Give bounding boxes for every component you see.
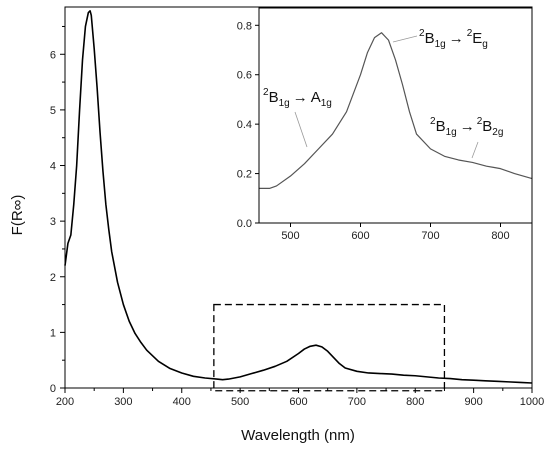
main-x-tick-label: 400 [173,396,191,408]
main-series-line [64,10,533,384]
main-x-tick-label: 900 [464,396,482,408]
annotation-eg-arrow [392,35,418,43]
inset-series-line [259,32,533,189]
main-y-tick-label: 1 [50,327,56,339]
main-series [64,10,533,384]
annotation-a1g-arrow [294,111,308,148]
inset-y-tick-label: 0.6 [237,70,252,82]
main-y-tick-label: 6 [50,49,56,61]
main-x-tick-label: 200 [56,396,74,408]
inset-y-tick-label: 0.0 [237,218,252,230]
inset-y-tick-label: 0.2 [237,169,252,181]
annotation-eg: 2B1g → 2Eg [392,28,488,50]
main-x-tick-label: 800 [406,396,424,408]
inset-plot-frame [258,7,533,224]
y-axis-label: F(R∞) [9,195,26,236]
main-y-tick-label: 0 [50,383,56,395]
annotation-b2g: 2B1g → 2B2g [430,116,503,159]
svg-text:2B1g→2Eg: 2B1g → 2Eg [419,28,488,50]
inset-background [259,8,532,223]
main-x-tick-label: 700 [348,396,366,408]
inset-y-tick-label: 0.8 [237,20,252,32]
annotation-b2g-arrow [471,141,479,159]
inset-series [259,32,533,189]
main-y-tick-label: 5 [50,105,56,117]
main-x-tick-label: 1000 [520,396,544,408]
x-axis-label: Wavelength (nm) [241,427,355,444]
main-y-tick-label: 2 [50,272,56,284]
annotation-a1g: 2B1g → A1g [263,87,332,148]
main-x-tick-label: 300 [114,396,132,408]
inset-x-tick-label: 700 [421,230,439,242]
inset-x-tick-label: 800 [491,230,509,242]
main-y-tick-label: 4 [50,161,56,173]
zoom-box [213,303,446,392]
main-x-tick-label: 500 [231,396,249,408]
inset-ticks: 500 600 700 800 0.0 0.2 0.4 0.6 0.8 [237,20,510,242]
inset-x-tick-label: 600 [351,230,369,242]
main-y-tick-label: 3 [50,216,56,228]
main-x-tick-label: 600 [289,396,307,408]
inset-y-tick-label: 0.4 [237,119,252,131]
svg-text:2B1g→2B2g: 2B1g → 2B2g [430,116,503,138]
inset-x-tick-label: 500 [281,230,299,242]
svg-text:2B1g→A1g: 2B1g → A1g [263,87,332,109]
